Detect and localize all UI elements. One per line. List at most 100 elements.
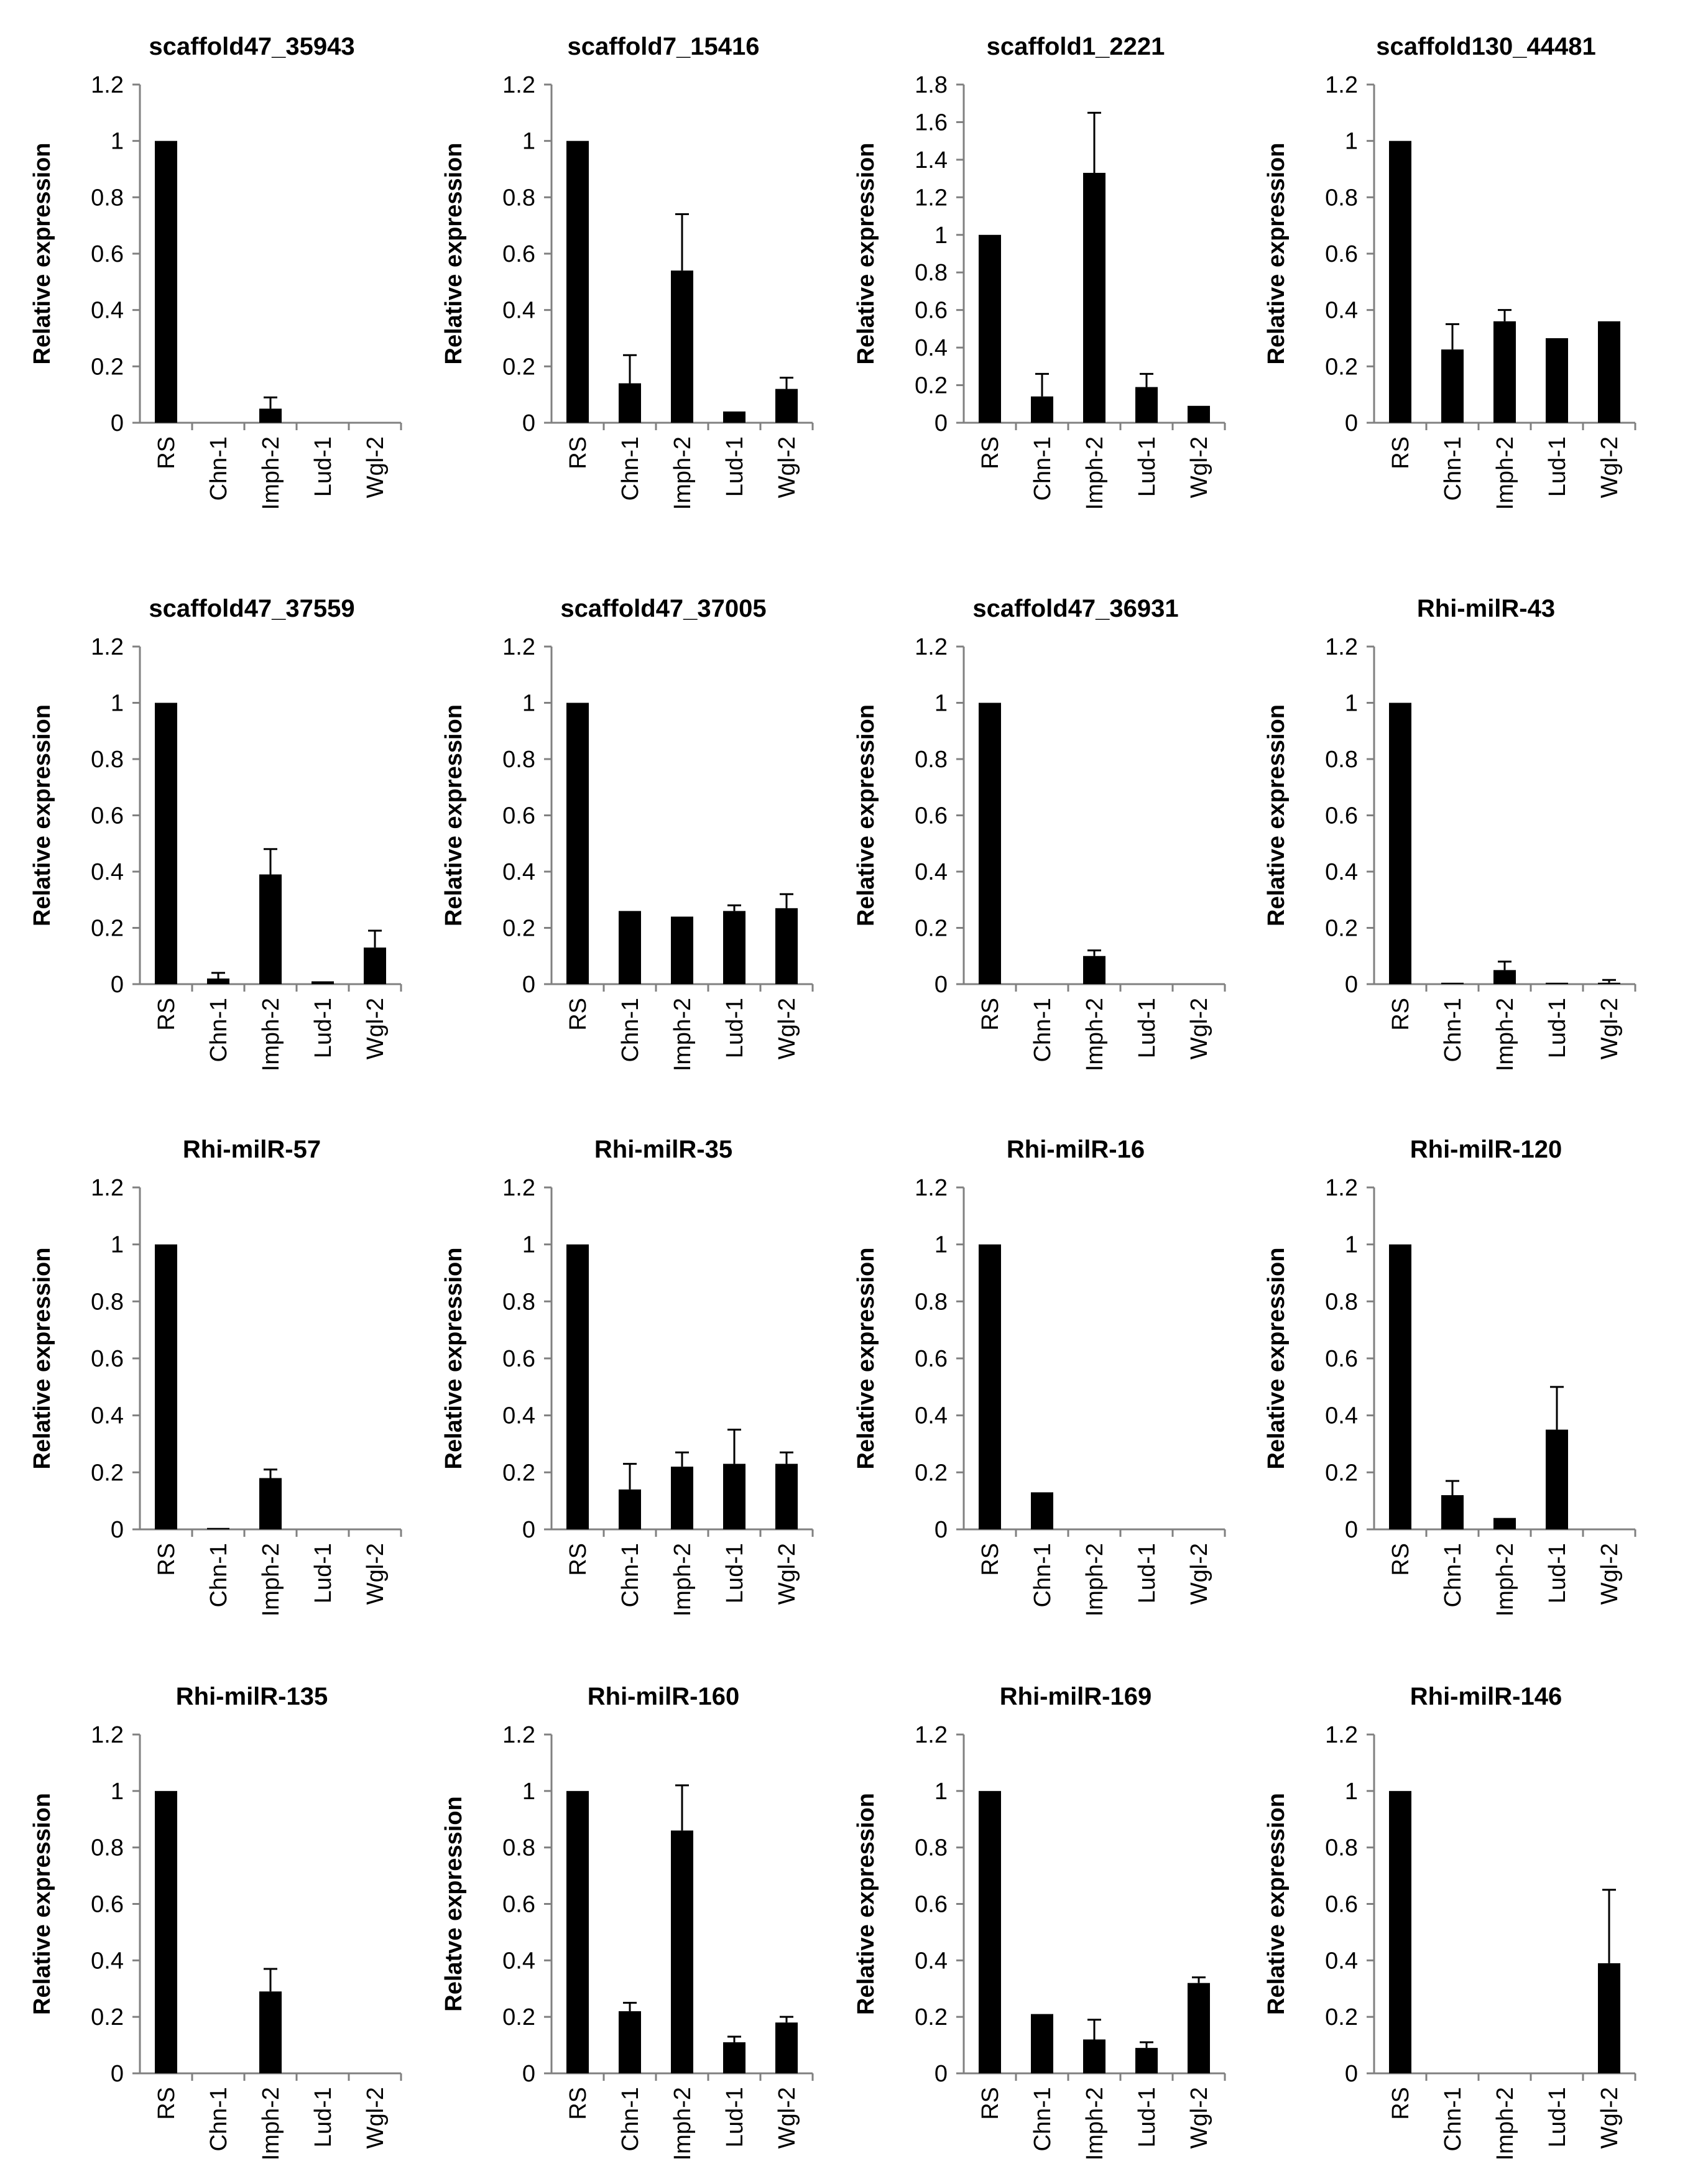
y-axis-label: Relative expression [853, 1793, 879, 2015]
chart-title: scaffold47_35943 [149, 33, 354, 60]
x-tick-label: Chn-1 [1030, 998, 1056, 1062]
x-tick-label: Chn-1 [617, 1543, 644, 1608]
chart-title: Rhi-milR-160 [588, 1683, 740, 1710]
bar [566, 703, 589, 984]
chart-panel: Rhi-milR-57 Relative expression 0 0.2 0.4 0.6… [29, 1136, 402, 1616]
y-tick-label: 1.2 [91, 634, 124, 660]
bar [1083, 956, 1105, 984]
y-tick-label: 1.2 [915, 1722, 948, 1748]
x-tick-label: Lud-1 [310, 436, 336, 497]
x-tick-label: RS [565, 2087, 591, 2120]
bar [775, 908, 798, 984]
y-tick-label: 0.4 [1325, 1948, 1358, 1974]
bar [1493, 321, 1516, 423]
bar [1598, 321, 1620, 423]
x-tick-label: Imph-2 [1082, 2087, 1108, 2160]
y-tick-label: 1 [1345, 129, 1358, 155]
bar [1389, 1790, 1411, 2073]
bar [671, 916, 693, 984]
y-tick-label: 1 [935, 1779, 948, 1805]
bar [979, 1244, 1001, 1529]
y-tick-label: 1.2 [1325, 1175, 1358, 1201]
bar [155, 141, 177, 423]
y-tick-label: 1.6 [915, 109, 948, 136]
bar [1493, 970, 1516, 984]
x-tick-label: Imph-2 [1082, 998, 1108, 1071]
bar [259, 1991, 282, 2073]
x-tick-label: Chn-1 [206, 2087, 232, 2152]
y-tick-label: 0 [522, 2061, 535, 2087]
y-axis-label: Relative expression [1263, 1248, 1290, 1470]
y-tick-label: 0.8 [1325, 1835, 1358, 1861]
x-tick-label: RS [1388, 2087, 1414, 2120]
x-tick-label: Chn-1 [1030, 1543, 1056, 1608]
y-tick-label: 0.2 [915, 916, 948, 942]
x-tick-label: Lud-1 [1134, 1543, 1160, 1603]
x-tick-label: Chn-1 [1030, 2087, 1056, 2152]
y-tick-label: 0 [1345, 972, 1358, 998]
bar [1031, 2014, 1053, 2073]
y-tick-label: 0.6 [1325, 803, 1358, 829]
bar [1493, 1518, 1516, 1529]
bar [1441, 349, 1464, 423]
chart-panel: Rhi-milR-35 Relative expression 0 0.2 0.4 0.6… [441, 1136, 814, 1616]
x-tick-label: RS [977, 436, 1004, 469]
bar [671, 1830, 693, 2073]
x-tick-label: RS [154, 1543, 180, 1576]
y-axis-label: Relative expression [1263, 1793, 1290, 2015]
x-tick-label: RS [1388, 436, 1414, 469]
y-tick-label: 0.6 [502, 241, 535, 267]
x-tick-label: Wgl-2 [1597, 998, 1623, 1059]
chart-panel: Rhi-milR-16 Relative expression 0 0.2 0.4 0.6… [853, 1136, 1226, 1616]
x-tick-label: Lud-1 [722, 2087, 748, 2147]
y-tick-label: 0.6 [1325, 241, 1358, 267]
chart-panel: scaffold1_2221 Relative expression 0 0.2 0.4… [853, 33, 1226, 510]
chart-panel: Rhi-milR-160 Relatve expression 0 0.2 0.4 0.6… [441, 1683, 814, 2160]
y-tick-label: 1.2 [1325, 634, 1358, 660]
y-tick-label: 1.2 [502, 634, 535, 660]
y-tick-label: 0.2 [91, 1460, 124, 1486]
bar [364, 947, 386, 984]
chart-panel: scaffold47_35943 Relative expression 0 0.2 0… [29, 33, 402, 510]
chart-title: Rhi-milR-120 [1410, 1136, 1562, 1163]
y-tick-label: 0 [522, 1517, 535, 1543]
y-tick-label: 1 [935, 691, 948, 717]
bar [566, 1790, 589, 2073]
bar [979, 234, 1001, 423]
y-tick-label: 0.6 [915, 803, 948, 829]
y-tick-label: 1 [522, 1232, 535, 1258]
chart-panel: scaffold47_36931 Relative expression 0 0.2 0… [853, 595, 1226, 1071]
y-tick-label: 1 [522, 1779, 535, 1805]
y-tick-label: 0.2 [1325, 1460, 1358, 1486]
y-tick-label: 1.2 [915, 185, 948, 211]
y-tick-label: 0.6 [91, 241, 124, 267]
x-tick-label: Lud-1 [722, 998, 748, 1058]
x-tick-label: Imph-2 [258, 2087, 284, 2160]
x-tick-label: Imph-2 [670, 998, 696, 1071]
x-tick-label: Wgl-2 [1186, 998, 1212, 1059]
x-tick-label: Imph-2 [1492, 2087, 1518, 2160]
y-tick-label: 0.8 [915, 1835, 948, 1861]
x-tick-label: Wgl-2 [774, 998, 800, 1059]
chart-title: Rhi-milR-43 [1417, 595, 1555, 622]
y-tick-label: 0.6 [502, 1892, 535, 1918]
y-tick-label: 0.2 [502, 1460, 535, 1486]
x-tick-label: Wgl-2 [1597, 1543, 1623, 1605]
y-axis-label: Relative expression [29, 143, 55, 365]
y-tick-label: 0.8 [915, 260, 948, 286]
y-tick-label: 0.8 [502, 185, 535, 211]
x-tick-label: RS [977, 998, 1004, 1031]
y-tick-label: 0.2 [91, 354, 124, 380]
y-tick-label: 0 [111, 2061, 124, 2087]
y-tick-label: 0.8 [915, 1289, 948, 1315]
y-axis-label: Relative expression [1263, 704, 1290, 926]
x-tick-label: Imph-2 [670, 1543, 696, 1616]
chart-panel: Rhi-milR-135 Relative expression 0 0.2 0.4 0.… [29, 1683, 402, 2160]
bar [1188, 405, 1210, 423]
x-tick-label: Chn-1 [1440, 998, 1466, 1062]
y-tick-label: 0.4 [502, 298, 535, 324]
x-tick-label: Wgl-2 [1597, 436, 1623, 498]
chart-title: scaffold1_2221 [987, 33, 1165, 60]
x-tick-label: RS [565, 998, 591, 1031]
y-tick-label: 0.8 [1325, 747, 1358, 773]
